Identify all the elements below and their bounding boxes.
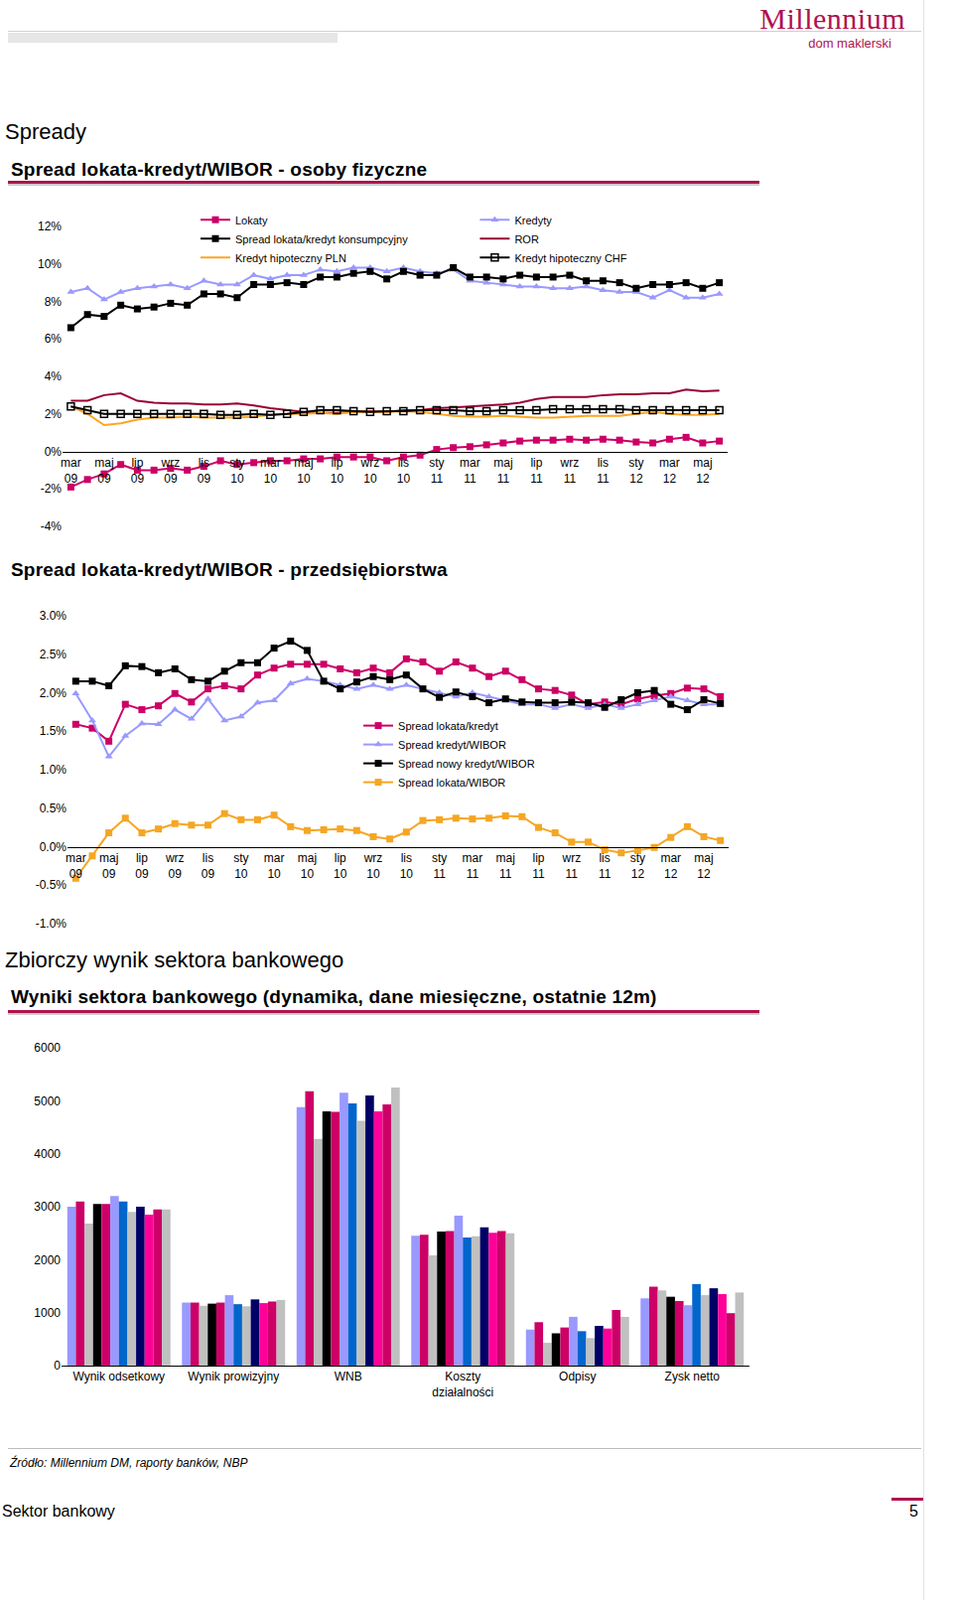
svg-text:maj09: maj09 [94, 455, 114, 486]
svg-text:lip10: lip10 [330, 455, 345, 486]
svg-text:mar12: mar12 [659, 455, 681, 486]
svg-text:mar09: mar09 [60, 455, 82, 486]
svg-text:5000: 5000 [33, 1093, 61, 1108]
svg-text:mar11: mar11 [462, 850, 484, 881]
svg-text:sty11: sty11 [428, 455, 444, 486]
svg-text:10%: 10% [37, 257, 62, 272]
svg-text:lip09: lip09 [131, 455, 145, 486]
svg-text:Spread kredyt/WIBOR: Spread kredyt/WIBOR [398, 738, 507, 751]
svg-text:0%: 0% [44, 444, 63, 459]
svg-text:-0.5%: -0.5% [35, 877, 68, 892]
svg-text:3.0%: 3.0% [39, 608, 68, 623]
svg-text:wrz10: wrz10 [363, 850, 384, 881]
svg-text:sty10: sty10 [229, 455, 245, 486]
svg-text:sty11: sty11 [431, 850, 447, 881]
svg-text:maj12: maj12 [693, 850, 713, 881]
html-text:Spread lokata-kredyt/WIBOR - p: Spread lokata-kredyt/WIBOR - przedsiębio… [10, 558, 448, 580]
svg-text:Kosztydziałalności: Kosztydziałalności [431, 1368, 494, 1399]
svg-text:Spread lokata/WIBOR: Spread lokata/WIBOR [398, 776, 506, 789]
svg-text:wrz11: wrz11 [559, 455, 580, 486]
svg-text:mar10: mar10 [260, 455, 281, 486]
svg-text:wrz10: wrz10 [360, 455, 381, 486]
svg-text:sty12: sty12 [630, 850, 646, 881]
svg-text:Wynik odsetkowy: Wynik odsetkowy [72, 1368, 165, 1383]
svg-text:8%: 8% [44, 294, 63, 309]
svg-text:lip10: lip10 [333, 850, 348, 881]
svg-text:3000: 3000 [33, 1199, 61, 1214]
svg-text:lis11: lis11 [598, 850, 612, 881]
svg-text:6%: 6% [44, 331, 63, 346]
svg-text:-1.0%: -1.0% [35, 916, 68, 931]
svg-text:sty10: sty10 [233, 850, 249, 881]
html-text:Spready: Spready [4, 119, 87, 144]
svg-text:4000: 4000 [33, 1146, 61, 1161]
svg-text:Kredyt hipoteczny CHF: Kredyt hipoteczny CHF [514, 252, 627, 265]
svg-text:Wynik prowizyjny: Wynik prowizyjny [187, 1368, 279, 1383]
svg-text:2000: 2000 [33, 1252, 61, 1267]
svg-text:0.5%: 0.5% [39, 801, 68, 816]
svg-text:1000: 1000 [33, 1305, 61, 1320]
svg-text:Spread lokata/kredyt: Spread lokata/kredyt [398, 719, 499, 732]
svg-text:lip09: lip09 [135, 850, 149, 881]
svg-text:1.5%: 1.5% [39, 723, 68, 738]
svg-text:maj11: maj11 [493, 455, 513, 486]
svg-text:2%: 2% [44, 407, 63, 421]
svg-text:0.0%: 0.0% [39, 839, 68, 854]
svg-text:lis10: lis10 [400, 850, 414, 881]
svg-text:mar12: mar12 [660, 850, 681, 881]
svg-text:maj09: maj09 [99, 850, 119, 881]
svg-text:-2%: -2% [40, 481, 63, 496]
svg-text:4%: 4% [44, 369, 63, 384]
svg-text:lip11: lip11 [532, 850, 545, 881]
svg-text:Kredyty: Kredyty [514, 214, 552, 227]
svg-text:maj10: maj10 [293, 455, 313, 486]
svg-text:Spread lokata/kredyt konsumpcy: Spread lokata/kredyt konsumpcyjny [235, 233, 409, 246]
svg-text:lis11: lis11 [596, 455, 610, 486]
html-text:dom maklerski: dom maklerski [808, 35, 892, 51]
svg-text:Spread nowy kredyt/WIBOR: Spread nowy kredyt/WIBOR [398, 757, 536, 770]
svg-text:mar11: mar11 [459, 455, 481, 486]
svg-text:maj11: maj11 [496, 850, 516, 881]
svg-text:mar10: mar10 [264, 850, 285, 881]
svg-text:6000: 6000 [33, 1040, 61, 1055]
html-text:Sektor bankowy: Sektor bankowy [1, 1501, 115, 1519]
svg-text:WNB: WNB [334, 1368, 363, 1383]
svg-text:12%: 12% [37, 219, 62, 234]
svg-text:lip11: lip11 [530, 455, 544, 486]
html-text:Zbiorczy wynik sektora bankowe: Zbiorczy wynik sektora bankowego [4, 947, 344, 972]
svg-text:ROR: ROR [514, 233, 540, 246]
svg-text:0: 0 [53, 1358, 61, 1372]
svg-text:maj10: maj10 [297, 850, 317, 881]
svg-text:maj12: maj12 [692, 455, 712, 486]
svg-text:lis09: lis09 [201, 850, 216, 881]
svg-text:Lokaty: Lokaty [235, 214, 269, 227]
html-text:Źródło: Millennium DM, raporty: Źródło: Millennium DM, raporty banków, N… [9, 1455, 248, 1470]
svg-text:Zysk netto: Zysk netto [665, 1368, 721, 1383]
svg-text:sty12: sty12 [628, 455, 644, 486]
svg-text:lis10: lis10 [397, 455, 411, 486]
svg-text:wrz11: wrz11 [560, 850, 581, 881]
svg-text:wrz09: wrz09 [160, 455, 181, 486]
svg-text:lis09: lis09 [197, 455, 212, 486]
html-text:Millennium: Millennium [759, 1, 906, 35]
svg-text:Odpisy: Odpisy [558, 1368, 596, 1383]
html-text:5: 5 [909, 1501, 919, 1519]
html-text:Spread lokata-kredyt/WIBOR - o: Spread lokata-kredyt/WIBOR - osoby fizyc… [10, 158, 428, 180]
html-text:Wyniki sektora bankowego (dyna: Wyniki sektora bankowego (dynamika, dane… [10, 985, 657, 1007]
svg-text:1.0%: 1.0% [39, 762, 68, 777]
svg-text:2.0%: 2.0% [39, 685, 68, 700]
svg-text:-4%: -4% [40, 519, 63, 534]
svg-text:Kredyt hipoteczny PLN: Kredyt hipoteczny PLN [235, 252, 347, 265]
svg-text:mar09: mar09 [65, 850, 87, 881]
svg-text:2.5%: 2.5% [39, 647, 68, 662]
svg-text:wrz09: wrz09 [164, 850, 185, 881]
